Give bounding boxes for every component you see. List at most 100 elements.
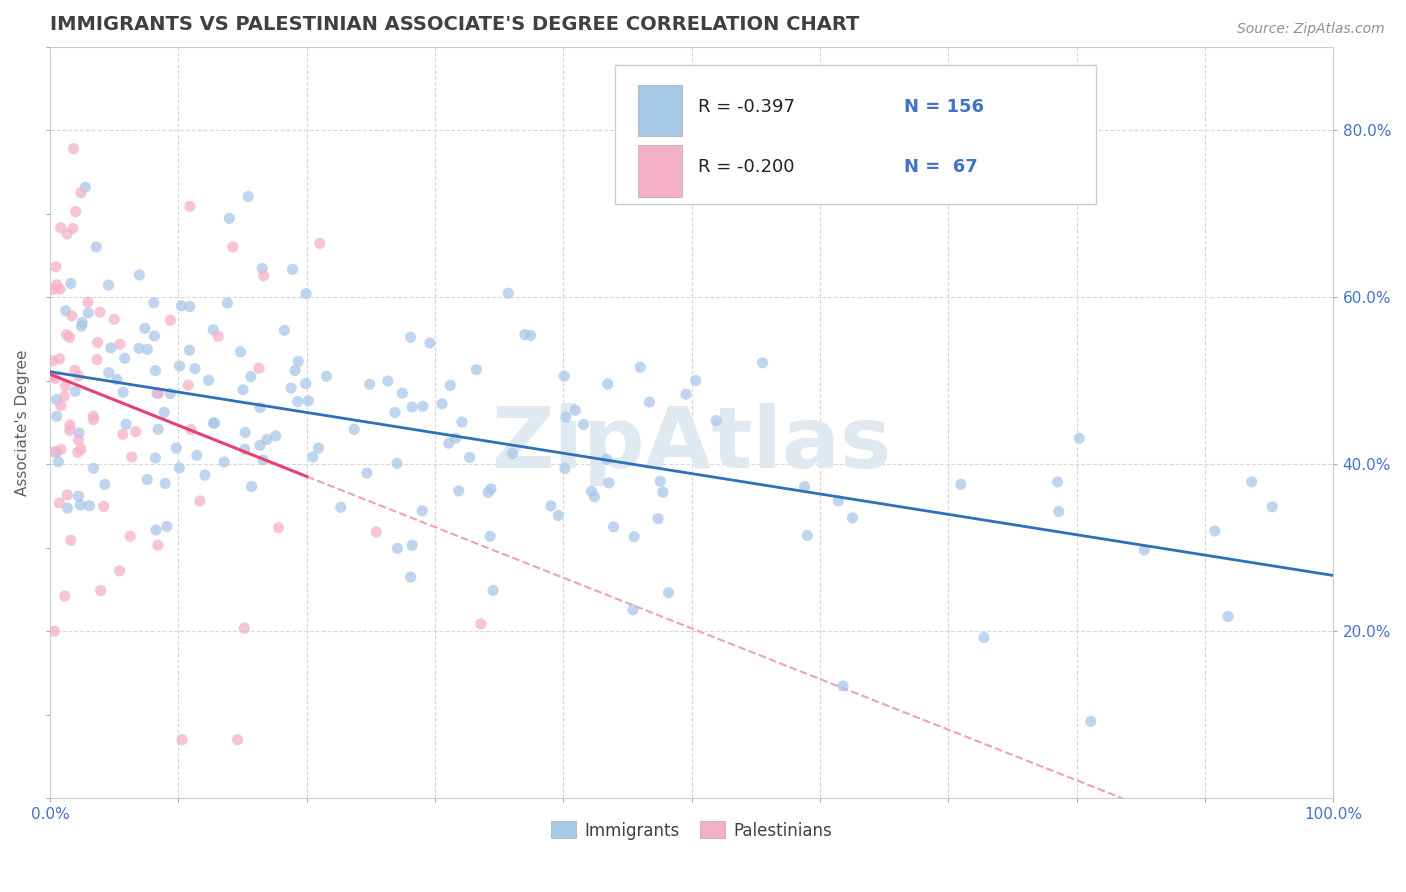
Point <box>401 400 423 414</box>
Point <box>58 330 80 344</box>
Point <box>451 415 474 429</box>
Point <box>249 438 271 452</box>
Point <box>156 519 179 533</box>
Point <box>70 442 93 457</box>
Point <box>553 369 575 384</box>
Point <box>197 373 219 387</box>
Point <box>470 616 492 631</box>
Point <box>287 354 309 368</box>
Point <box>89 305 111 319</box>
Point <box>186 448 208 462</box>
Point <box>498 286 520 301</box>
Point <box>70 316 93 330</box>
Point <box>159 313 181 327</box>
Point <box>49 399 72 413</box>
Point <box>295 286 318 301</box>
Point <box>1080 714 1102 729</box>
FancyBboxPatch shape <box>614 65 1097 204</box>
Point <box>1216 609 1239 624</box>
Point <box>53 589 76 603</box>
Point <box>447 483 470 498</box>
Point <box>59 417 82 432</box>
Point <box>146 422 169 436</box>
Point <box>44 624 66 639</box>
Point <box>55 303 77 318</box>
Point <box>42 445 65 459</box>
Point <box>685 374 707 388</box>
Point <box>437 436 460 450</box>
Point <box>108 564 131 578</box>
Point <box>128 342 150 356</box>
Point <box>477 485 499 500</box>
Point <box>412 399 434 413</box>
Point <box>100 341 122 355</box>
Point <box>63 363 86 377</box>
Point <box>121 450 143 464</box>
Point <box>233 425 256 440</box>
Point <box>146 538 169 552</box>
Point <box>145 523 167 537</box>
Point <box>170 299 193 313</box>
Point <box>169 359 191 373</box>
Point <box>188 494 211 508</box>
Point <box>704 414 727 428</box>
Point <box>439 378 461 392</box>
Point <box>628 360 651 375</box>
Point <box>366 525 388 540</box>
FancyBboxPatch shape <box>638 85 682 136</box>
Point <box>602 520 624 534</box>
Point <box>60 309 83 323</box>
Point <box>465 362 488 376</box>
Point <box>554 410 576 425</box>
Point <box>222 240 245 254</box>
Point <box>170 732 193 747</box>
Point <box>82 409 104 423</box>
Point <box>256 433 278 447</box>
Point <box>207 329 229 343</box>
Text: N = 156: N = 156 <box>904 98 984 116</box>
Point <box>827 493 849 508</box>
Point <box>651 485 673 500</box>
Point <box>83 412 105 426</box>
Point <box>949 477 972 491</box>
Point <box>136 343 159 357</box>
Legend: Immigrants, Palestinians: Immigrants, Palestinians <box>544 814 839 847</box>
Point <box>108 337 131 351</box>
Point <box>343 422 366 436</box>
Point <box>385 456 408 470</box>
Point <box>273 323 295 337</box>
Point <box>84 240 107 254</box>
Point <box>240 479 263 493</box>
Point <box>66 445 89 459</box>
Point <box>657 585 679 599</box>
Point <box>204 416 226 430</box>
Point <box>796 528 818 542</box>
Point <box>387 541 409 556</box>
Point <box>583 490 606 504</box>
Point <box>232 383 254 397</box>
Point <box>411 504 433 518</box>
Point <box>177 378 200 392</box>
Point <box>45 409 67 424</box>
Point <box>572 417 595 432</box>
Point <box>179 300 201 314</box>
Point <box>53 378 76 392</box>
Point <box>751 356 773 370</box>
Point <box>142 295 165 310</box>
Point <box>63 384 86 399</box>
Point <box>45 392 67 407</box>
Point <box>647 511 669 525</box>
Point <box>287 394 309 409</box>
Point <box>238 189 260 203</box>
Point <box>233 621 256 635</box>
Point <box>1047 505 1070 519</box>
Point <box>148 386 170 401</box>
Point <box>1240 475 1263 489</box>
Point <box>513 327 536 342</box>
Point <box>179 343 201 357</box>
Text: R = -0.397: R = -0.397 <box>699 98 796 116</box>
Point <box>45 277 67 292</box>
Point <box>86 352 108 367</box>
Point <box>444 431 467 445</box>
Point <box>650 475 672 489</box>
